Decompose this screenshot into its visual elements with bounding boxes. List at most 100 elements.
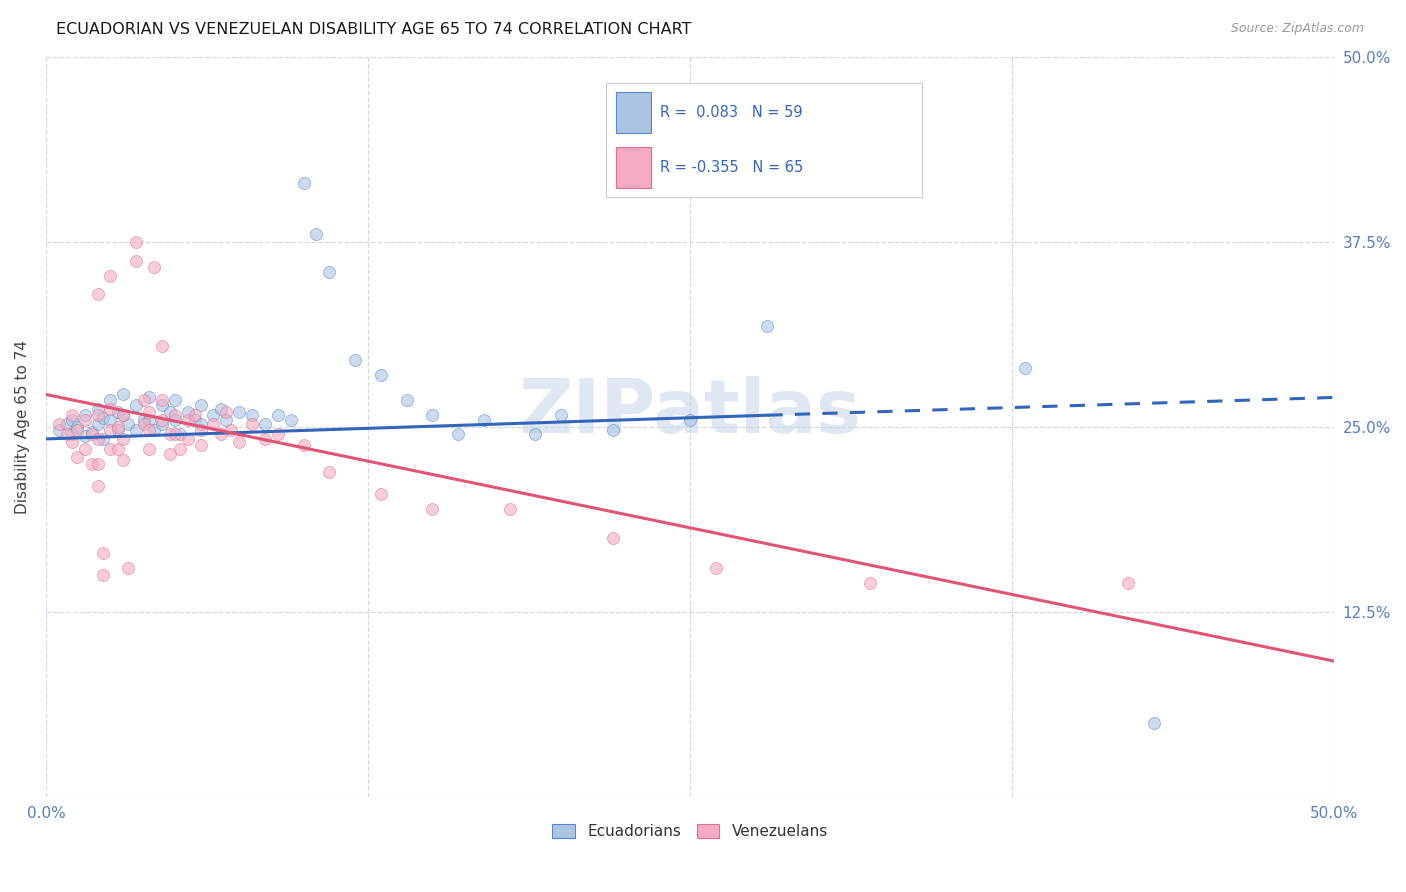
Point: [138, 412, 160, 426]
Point: [107, 420, 129, 434]
Point: [112, 408, 135, 422]
Point: [253, 417, 276, 431]
Point: [100, 442, 122, 457]
Point: [190, 417, 212, 431]
Point: [125, 423, 148, 437]
Point: [100, 393, 122, 408]
Text: Source: ZipAtlas.com: Source: ZipAtlas.com: [1230, 22, 1364, 36]
Point: [344, 353, 367, 368]
Point: [221, 423, 243, 437]
Point: [107, 405, 129, 419]
Y-axis label: Disability Age 65 to 74: Disability Age 65 to 74: [15, 340, 30, 514]
Point: [55, 427, 77, 442]
Point: [163, 427, 186, 442]
Point: [132, 393, 155, 408]
Point: [117, 561, 139, 575]
Point: [318, 465, 340, 479]
Point: [150, 412, 173, 426]
Point: [60, 427, 83, 442]
Point: [524, 427, 547, 442]
Point: [602, 531, 624, 545]
Point: [176, 412, 198, 426]
Point: [228, 405, 250, 419]
Point: [125, 254, 148, 268]
Point: [305, 227, 328, 242]
Point: [318, 264, 340, 278]
Text: ECUADORIAN VS VENEZUELAN DISABILITY AGE 65 TO 74 CORRELATION CHART: ECUADORIAN VS VENEZUELAN DISABILITY AGE …: [56, 22, 692, 37]
Point: [112, 432, 135, 446]
Point: [86, 408, 108, 422]
Point: [138, 391, 160, 405]
Point: [138, 442, 160, 457]
Point: [48, 423, 70, 437]
Point: [100, 402, 122, 417]
Point: [86, 286, 108, 301]
Point: [100, 268, 122, 283]
Point: [292, 176, 315, 190]
Point: [267, 408, 290, 422]
Point: [138, 405, 160, 419]
Point: [82, 425, 104, 439]
Point: [91, 411, 114, 425]
Point: [86, 479, 108, 493]
Point: [159, 427, 181, 442]
Point: [550, 408, 572, 422]
Point: [132, 417, 155, 431]
Point: [215, 405, 238, 419]
Point: [292, 438, 315, 452]
Point: [107, 423, 129, 437]
Point: [100, 423, 122, 437]
Point: [370, 368, 392, 383]
Point: [86, 417, 108, 431]
Point: [190, 398, 212, 412]
Point: [159, 405, 181, 419]
Point: [86, 432, 108, 446]
Point: [240, 408, 263, 422]
Point: [125, 235, 148, 249]
Point: [184, 412, 207, 426]
Point: [143, 260, 166, 274]
Point: [60, 412, 83, 426]
Point: [447, 427, 470, 442]
Point: [756, 319, 779, 334]
Point: [202, 417, 225, 431]
Point: [422, 408, 444, 422]
Point: [112, 452, 135, 467]
Point: [100, 412, 122, 426]
Point: [176, 405, 198, 419]
Point: [422, 501, 444, 516]
Point: [209, 402, 232, 417]
Point: [91, 432, 114, 446]
Point: [472, 412, 495, 426]
Point: [859, 575, 882, 590]
Point: [169, 427, 191, 442]
Point: [82, 457, 104, 471]
Point: [190, 423, 212, 437]
Point: [240, 417, 263, 431]
Point: [370, 487, 392, 501]
Point: [202, 408, 225, 422]
Point: [73, 408, 96, 422]
Point: [1014, 360, 1036, 375]
Point: [66, 420, 89, 434]
Point: [150, 417, 173, 431]
Point: [66, 423, 89, 437]
Point: [267, 427, 290, 442]
Point: [1116, 575, 1139, 590]
Point: [499, 501, 522, 516]
Legend: Ecuadorians, Venezuelans: Ecuadorians, Venezuelans: [546, 818, 834, 846]
Point: [679, 412, 702, 426]
Point: [91, 546, 114, 560]
Point: [1143, 716, 1166, 731]
Point: [163, 393, 186, 408]
Point: [91, 568, 114, 582]
Point: [125, 398, 148, 412]
Point: [395, 393, 418, 408]
Point: [253, 432, 276, 446]
Point: [176, 432, 198, 446]
Point: [73, 442, 96, 457]
Point: [82, 427, 104, 442]
Point: [280, 412, 302, 426]
Point: [215, 412, 238, 426]
Point: [48, 417, 70, 431]
